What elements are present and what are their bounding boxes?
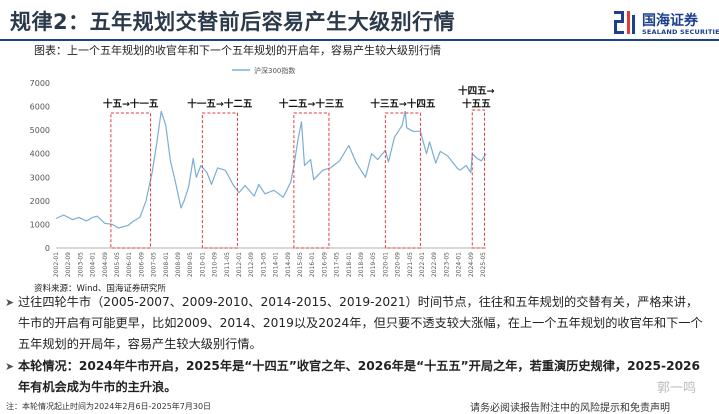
- legend-label: 沪深300指数: [254, 66, 295, 75]
- y-tick-label: 3000: [30, 173, 50, 182]
- page-title: 规律2：五年规划交替前后容易产生大级别行情: [10, 10, 456, 34]
- x-tick-label: 2008-01: [163, 252, 170, 277]
- sealand-logo-icon: [614, 11, 635, 34]
- y-tick-label: 0: [45, 244, 50, 253]
- chart-caption: 图表：上一个五年规划的收官年和下一个五年规划的开启年，容易产生较大级别行情: [34, 44, 441, 57]
- annotation-label: 十一五→十二五: [187, 98, 252, 110]
- x-tick-label: 2013-05: [260, 252, 267, 277]
- x-tick-label: 2020-09: [395, 252, 402, 277]
- paragraph-history: ➤ 过往四轮牛市（2005-2007、2009-2010、2014-2015、2…: [5, 292, 710, 355]
- series-line-hs300: [55, 110, 487, 229]
- header-divider: [0, 39, 719, 41]
- x-tick-label: 2017-05: [334, 252, 341, 277]
- y-tick-label: 5000: [30, 126, 50, 135]
- x-tick-label: 2018-01: [346, 252, 353, 277]
- x-tick-label: 2022-01: [419, 252, 426, 277]
- annotation-label: 十五→十一五: [103, 98, 159, 110]
- x-tick-label: 2004-09: [102, 252, 109, 277]
- x-tick-label: 2006-09: [138, 252, 145, 277]
- brand-logo: 国海证券 SEALAND SECURITIES: [612, 8, 719, 42]
- x-tick-label: 2010-09: [212, 252, 219, 277]
- footnote: 注：本轮情况起止时间为2024年2月6日-2025年7月30日: [6, 402, 212, 411]
- bullet-arrow-icon: ➤: [5, 296, 15, 309]
- annotation-box: [471, 109, 485, 249]
- y-tick-label: 7000: [30, 79, 50, 88]
- y-tick-label: 1000: [30, 220, 50, 229]
- logo-text-cn: 国海证券: [642, 13, 698, 29]
- hs300-line-chart: 0 1000 2000 3000 4000 5000 6000 7000 2002-01 2002…: [30, 66, 495, 277]
- watermark: 郭一鸣: [657, 381, 697, 396]
- x-tick-label: 2021-05: [407, 252, 414, 277]
- paragraph-current: ➤ 本轮情况：2024年牛市开启，2025年是“十四五”收官之年、2026年是“…: [5, 356, 710, 398]
- bullet-arrow-icon: ➤: [5, 360, 15, 373]
- x-tick-label: 2009-05: [187, 252, 194, 277]
- annotation-label: 十二五→十三五: [279, 98, 344, 110]
- x-tick-label: 2012-09: [248, 252, 255, 277]
- x-tick-label: 2022-09: [431, 252, 438, 277]
- annotation-label: 十三五→十四五: [370, 98, 435, 110]
- x-tick-label: 2015-05: [297, 252, 304, 277]
- paragraph-history-text: 过往四轮牛市（2005-2007、2009-2010、2014-2015、201…: [18, 295, 703, 351]
- x-tick-label: 2023-05: [443, 252, 450, 277]
- x-tick-label: 2004-01: [90, 252, 97, 277]
- annotation-box: [293, 112, 330, 249]
- y-tick-label: 6000: [30, 103, 50, 112]
- x-tick-label: 2008-09: [175, 252, 182, 277]
- logo-text-en: SEALAND SECURITIES: [642, 28, 719, 36]
- x-tick-label: 2024-09: [468, 252, 475, 277]
- annotation-label: 十四五→: [458, 85, 495, 97]
- x-tick-label: 2012-01: [236, 252, 243, 277]
- x-tick-label: 2011-05: [224, 252, 231, 277]
- x-tick-label: 2003-05: [77, 252, 84, 277]
- x-tick-label: 2025-05: [480, 252, 487, 277]
- annotation-box: [201, 112, 238, 249]
- x-tick-label: 2019-05: [370, 252, 377, 277]
- x-tick-label: 2016-01: [309, 252, 316, 277]
- x-tick-label: 2002-01: [53, 252, 60, 277]
- y-tick-label: 2000: [30, 197, 50, 206]
- x-tick-label: 2018-09: [358, 252, 365, 277]
- paragraph-current-text: 本轮情况：2024年牛市开启，2025年是“十四五”收官之年、2026年是“十五…: [18, 359, 701, 394]
- x-tick-label: 2005-05: [114, 252, 121, 277]
- x-tick-label: 2024-01: [456, 252, 463, 277]
- y-tick-label: 4000: [30, 150, 50, 159]
- x-tick-label: 2014-01: [273, 252, 280, 277]
- x-tick-label: 2002-09: [65, 252, 72, 277]
- x-tick-label: 2020-01: [382, 252, 389, 277]
- x-tick-label: 2007-05: [151, 252, 158, 277]
- annotation-label: 十五五: [462, 98, 491, 110]
- x-tick-label: 2014-09: [285, 252, 292, 277]
- chart-source: 资料来源：Wind、国海证券研究所: [34, 284, 166, 294]
- annotation-box: [110, 112, 152, 249]
- disclaimer: 请务必阅读报告附注中的风险提示和免责声明: [470, 403, 670, 414]
- annotation-box: [384, 112, 421, 249]
- x-tick-label: 2006-01: [126, 252, 133, 277]
- x-tick-label: 2010-01: [199, 252, 206, 277]
- x-tick-label: 2016-09: [321, 252, 328, 277]
